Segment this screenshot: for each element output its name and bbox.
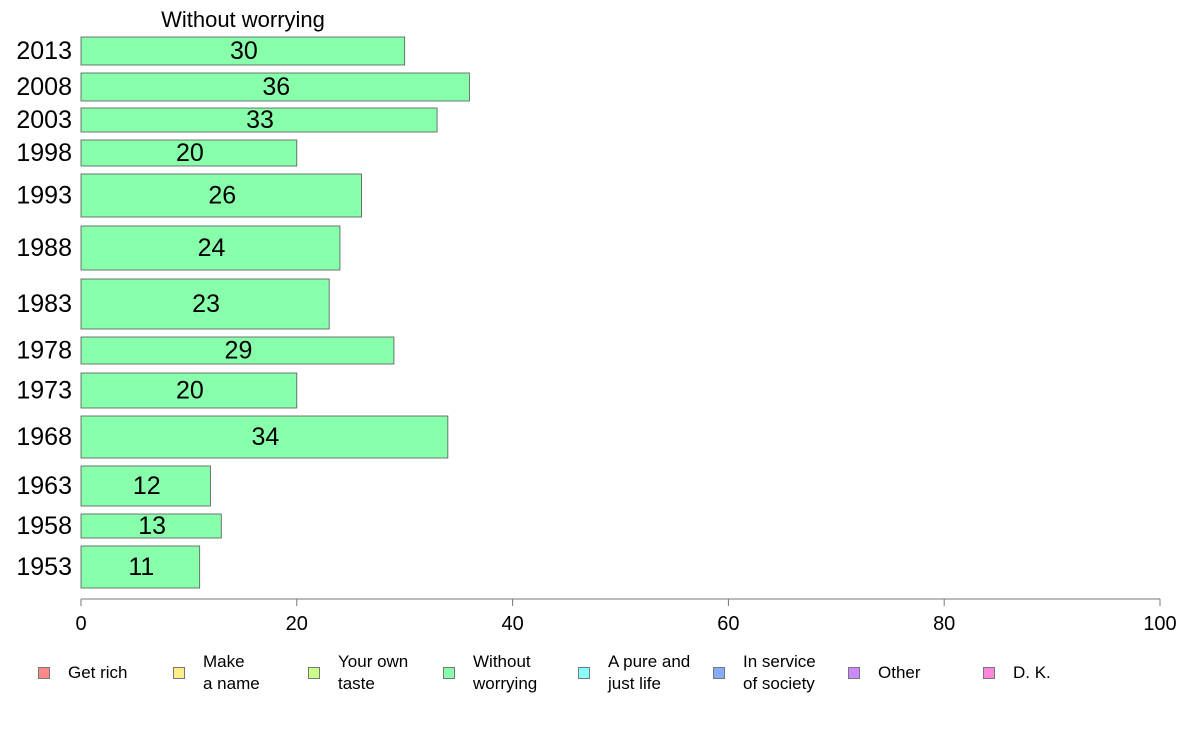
legend-swatch [578,667,590,679]
bar-2008 [80,72,470,102]
bar-2013 [80,36,406,66]
x-tick-label: 100 [1143,613,1176,635]
bar-value-label: 20 [176,377,204,405]
bar-1978 [80,336,395,365]
legend-item: Your own taste [308,648,408,698]
bar-value-label: 24 [198,234,226,262]
legend-label: Your own taste [338,652,409,693]
category-label: 1978 [16,337,72,365]
bar-1993 [80,173,362,218]
bar-1968 [80,415,449,459]
category-label: 1993 [16,182,72,210]
bar-value-label: 30 [230,37,258,65]
bar-1953 [80,545,201,589]
bar-1983 [80,278,330,330]
legend: Get rich Make a name Your own taste Without… [38,648,1158,698]
bar-value-label: 11 [128,553,154,581]
x-tick-label: 80 [933,613,955,635]
bar-value-label: 29 [225,337,253,365]
bar-2003 [80,107,438,133]
bar-value-label: 33 [246,106,274,134]
legend-swatch [443,667,455,679]
category-label: 1983 [16,290,72,318]
legend-label: Without worrying [473,652,538,693]
chart-title: Without worrying [161,7,325,32]
bar-value-label: 12 [133,472,161,500]
legend-label: D. K. [1013,663,1051,682]
category-label: 2008 [16,73,72,101]
category-label: 1968 [16,423,72,451]
legend-swatch [308,667,320,679]
legend-swatch [848,667,860,679]
legend-label: Other [878,663,921,682]
category-label: 1963 [16,472,72,500]
category-label: 2003 [16,106,72,134]
x-tick-label: 40 [501,613,523,635]
x-tick-label: 20 [286,613,308,635]
legend-item: Get rich [38,648,128,698]
legend-item: D. K. [983,648,1051,698]
bar-1973 [80,372,298,409]
category-label: 1958 [16,512,72,540]
legend-item: Other [848,648,921,698]
legend-item: Make a name [173,648,260,698]
legend-label: A pure and just life [608,652,691,693]
legend-swatch [983,667,995,679]
bar-1988 [80,225,341,271]
bar-1998 [80,139,298,167]
legend-item: A pure and just life [578,648,690,698]
legend-swatch [38,667,50,679]
bar-value-label: 36 [262,73,290,101]
bar-value-label: 26 [208,182,236,210]
bar-value-label: 20 [176,139,204,167]
legend-item: In service of society [713,648,816,698]
bar-value-label: 13 [138,512,166,540]
category-label: 2013 [16,37,72,65]
legend-label: In service of society [743,652,816,693]
bar-1963 [80,465,211,507]
category-label: 1998 [16,139,72,167]
category-label: 1953 [16,553,72,581]
x-tick-label: 0 [75,613,86,635]
legend-swatch [173,667,185,679]
legend-swatch [713,667,725,679]
legend-label: Make a name [203,652,260,693]
legend-item: Without worrying [443,648,537,698]
x-axis: 0 20 40 60 80 100 [75,598,1177,635]
legend-label: Get rich [68,663,128,682]
bar-value-label: 34 [252,423,280,451]
category-label: 1988 [16,234,72,262]
bar-1958 [80,513,222,539]
category-label: 1973 [16,377,72,405]
bar-value-label: 23 [192,290,220,318]
x-tick-label: 60 [717,613,739,635]
